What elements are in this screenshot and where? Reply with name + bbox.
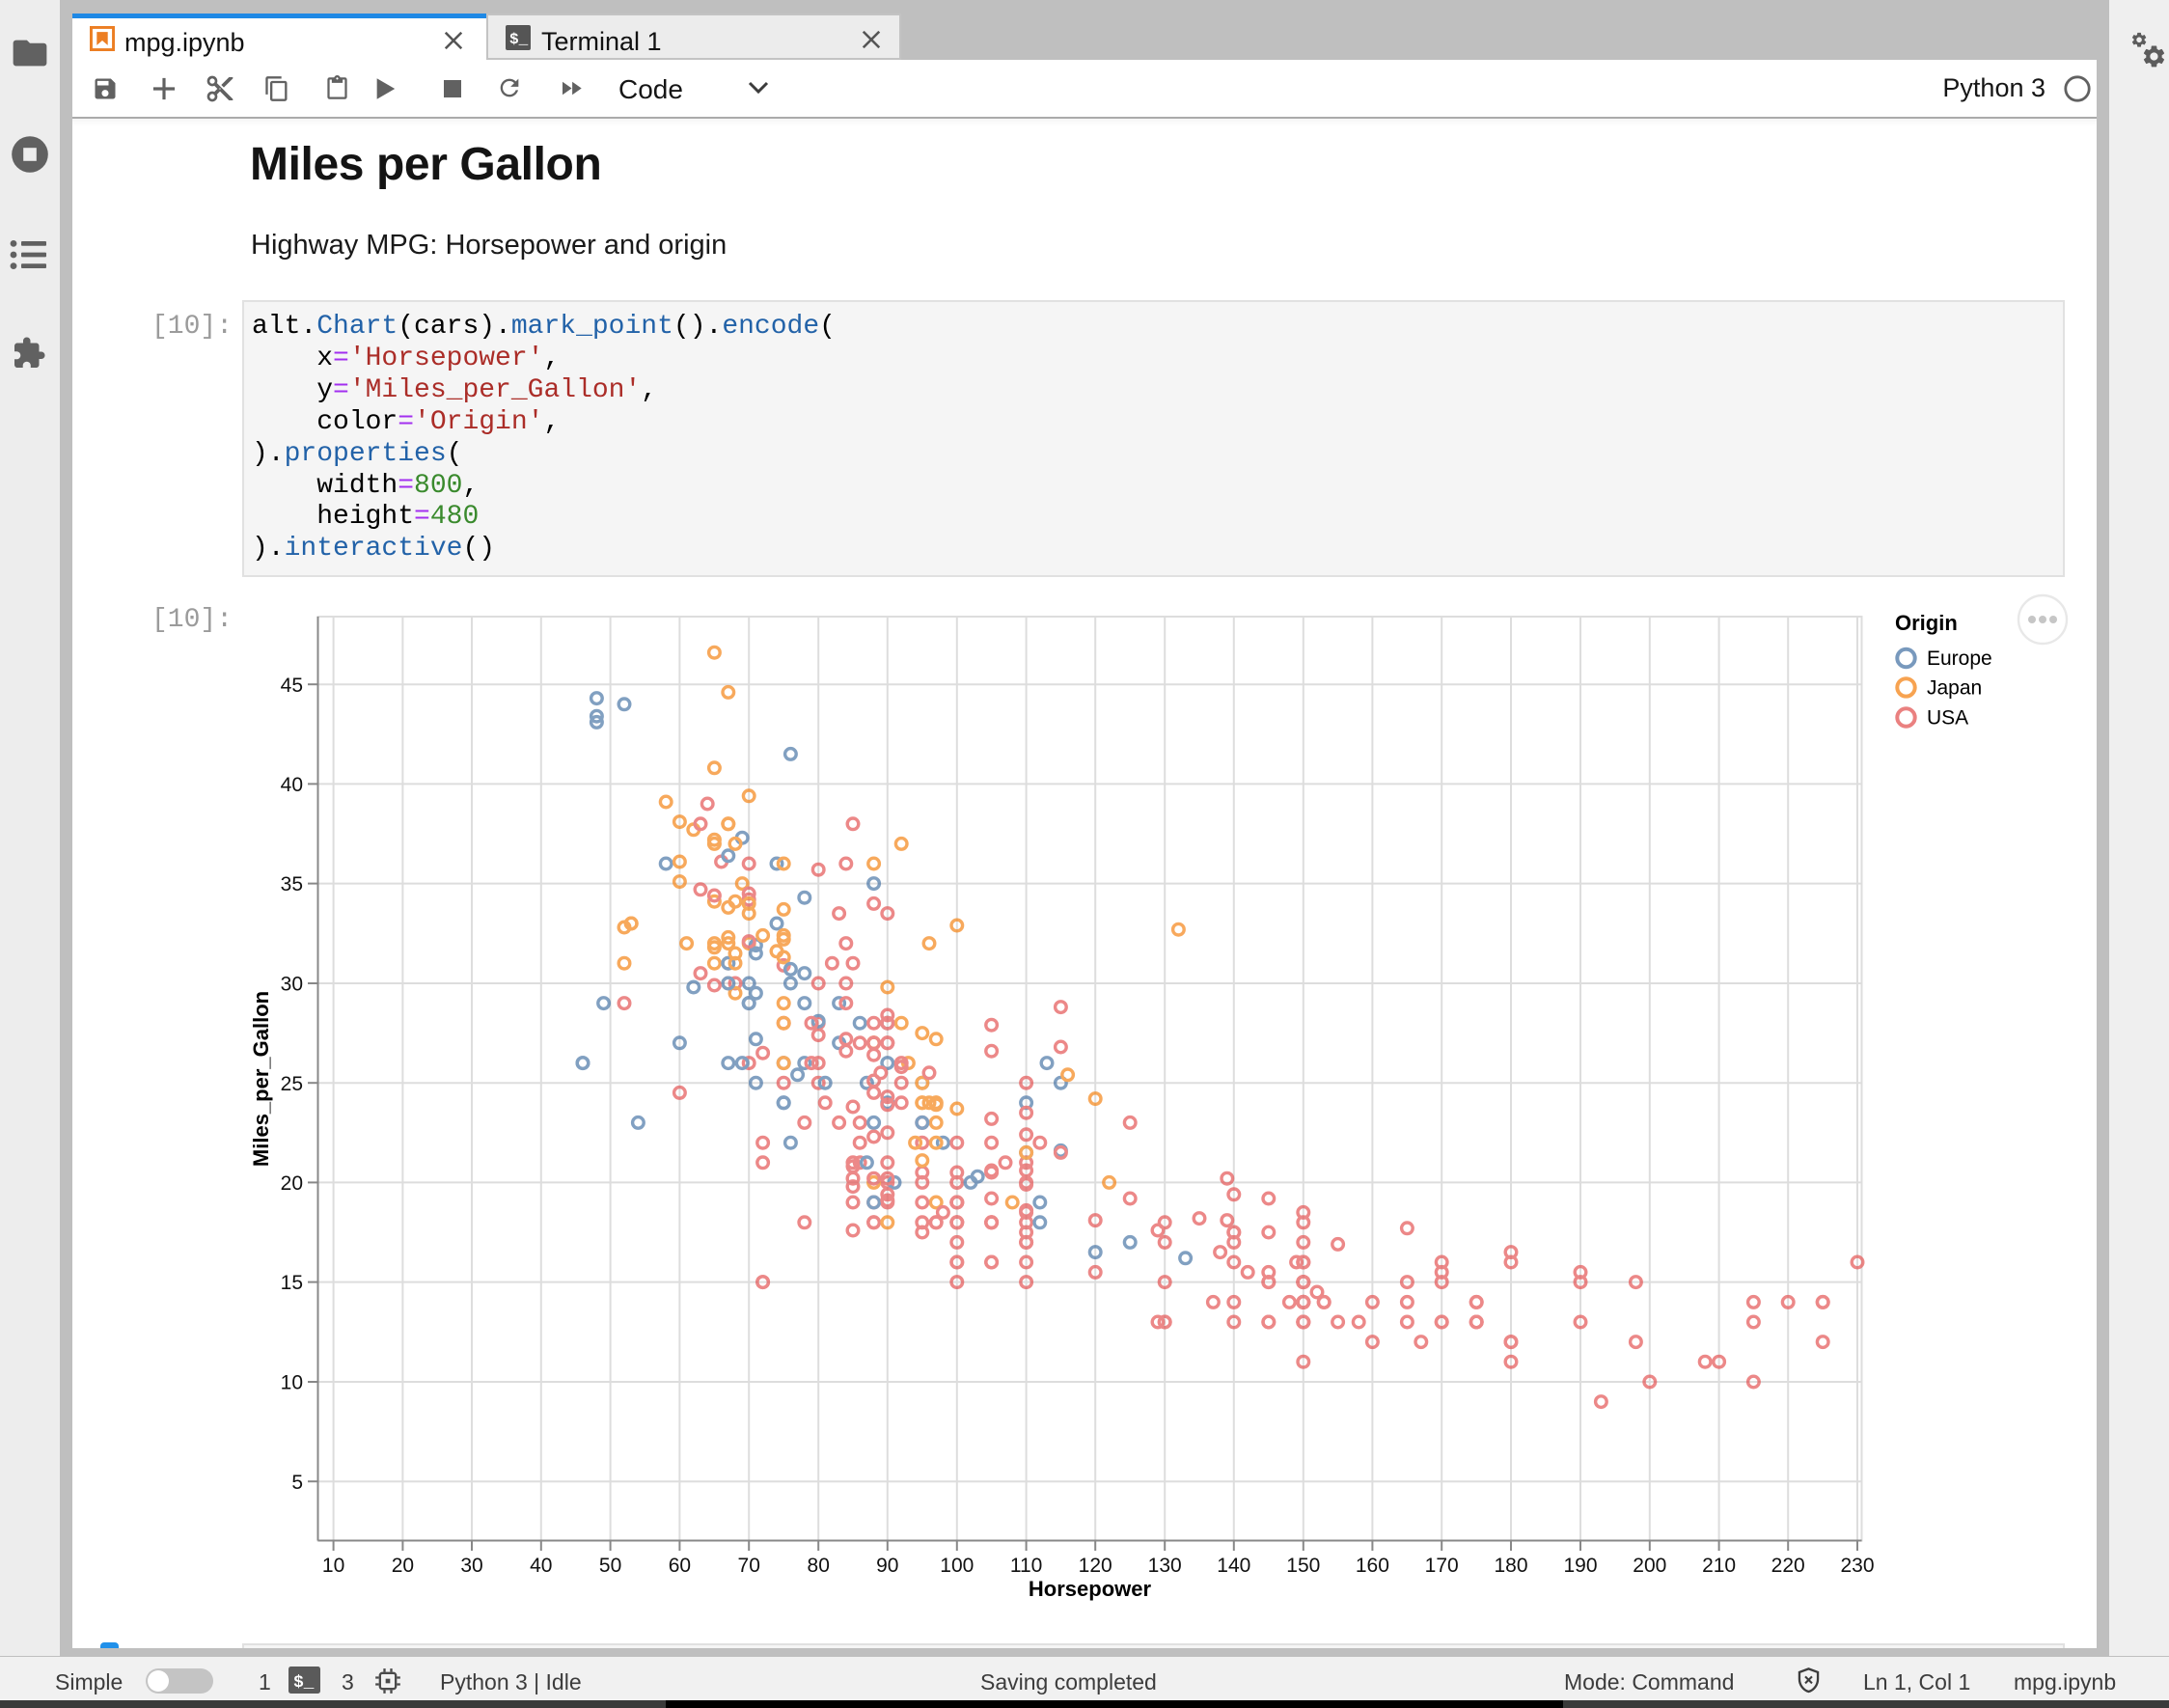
svg-text:100: 100 xyxy=(940,1555,974,1577)
svg-text:45: 45 xyxy=(281,675,303,697)
svg-text:150: 150 xyxy=(1286,1555,1320,1577)
svg-text:$_: $_ xyxy=(509,31,529,48)
svg-text:10: 10 xyxy=(322,1555,344,1577)
svg-text:190: 190 xyxy=(1563,1555,1597,1577)
svg-text:180: 180 xyxy=(1494,1555,1527,1577)
svg-text:Europe: Europe xyxy=(1927,647,1992,670)
svg-text:120: 120 xyxy=(1079,1555,1112,1577)
svg-text:50: 50 xyxy=(599,1555,621,1577)
svg-text:210: 210 xyxy=(1702,1555,1736,1577)
svg-text:Horsepower: Horsepower xyxy=(1029,1577,1152,1601)
svg-text:30: 30 xyxy=(460,1555,482,1577)
svg-text:90: 90 xyxy=(876,1555,898,1577)
svg-text:15: 15 xyxy=(281,1272,303,1294)
svg-text:USA: USA xyxy=(1927,707,1968,730)
svg-text:230: 230 xyxy=(1840,1555,1874,1577)
svg-text:140: 140 xyxy=(1217,1555,1250,1577)
svg-text:20: 20 xyxy=(281,1172,303,1195)
svg-text:220: 220 xyxy=(1771,1555,1805,1577)
svg-text:5: 5 xyxy=(291,1472,303,1494)
svg-text:160: 160 xyxy=(1356,1555,1389,1577)
svg-text:60: 60 xyxy=(669,1555,691,1577)
svg-text:Origin: Origin xyxy=(1895,611,1958,635)
svg-text:20: 20 xyxy=(392,1555,414,1577)
svg-text:170: 170 xyxy=(1425,1555,1459,1577)
svg-text:40: 40 xyxy=(530,1555,552,1577)
svg-text:40: 40 xyxy=(281,774,303,796)
svg-text:30: 30 xyxy=(281,974,303,996)
svg-text:Japan: Japan xyxy=(1927,676,1982,699)
svg-text:Miles_per_Gallon: Miles_per_Gallon xyxy=(249,991,273,1167)
svg-text:110: 110 xyxy=(1010,1555,1042,1577)
svg-text:70: 70 xyxy=(738,1555,760,1577)
svg-text:$_: $_ xyxy=(293,1673,315,1693)
svg-text:35: 35 xyxy=(281,873,303,895)
svg-text:200: 200 xyxy=(1633,1555,1666,1577)
svg-text:80: 80 xyxy=(808,1555,830,1577)
svg-text:10: 10 xyxy=(281,1372,303,1394)
svg-text:25: 25 xyxy=(281,1073,303,1095)
svg-text:130: 130 xyxy=(1148,1555,1182,1577)
